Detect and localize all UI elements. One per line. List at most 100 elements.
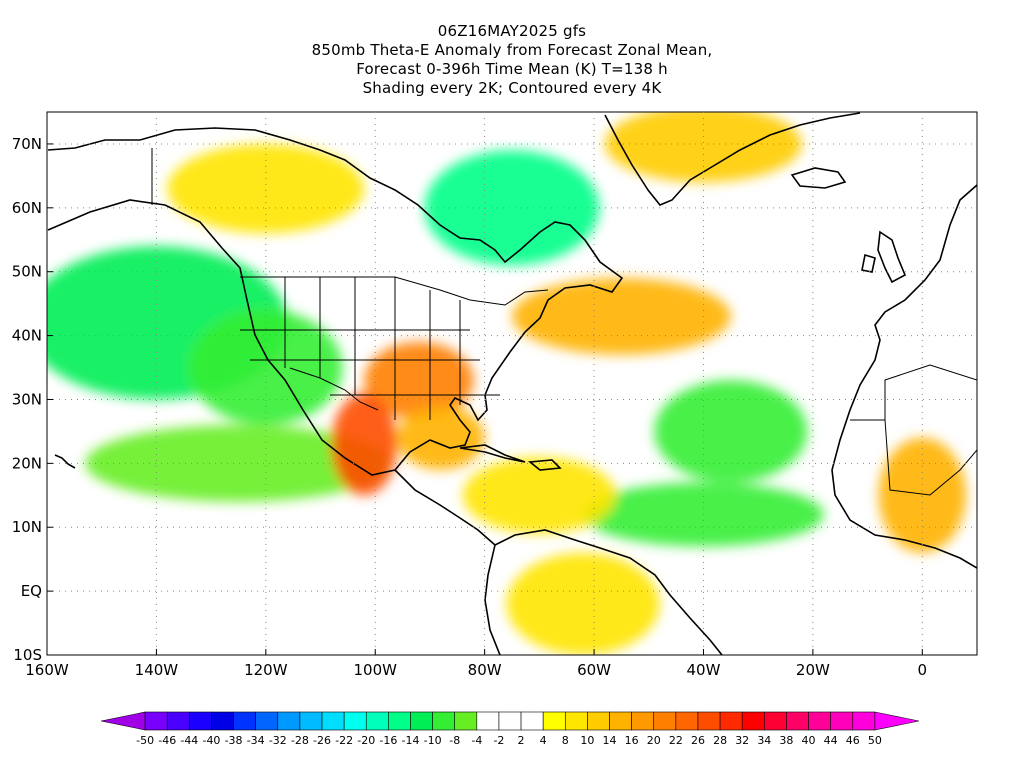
colorbar-swatch — [388, 711, 411, 731]
lon-tick-label: 160W — [25, 661, 69, 679]
lon-tick-label: 60W — [577, 661, 611, 679]
colorbar-label: 44 — [824, 734, 838, 747]
us-mexico-border — [289, 367, 379, 411]
anomaly-region-4 — [167, 143, 365, 234]
colorbar-swatch — [410, 711, 433, 731]
colorbar-swatch — [764, 711, 787, 731]
colorbar-label: 28 — [713, 734, 727, 747]
anomaly-region-3 — [424, 150, 600, 266]
colorbar-label: -28 — [291, 734, 309, 747]
lon-tick-label: 140W — [135, 661, 179, 679]
lat-tick-label: 10N — [12, 518, 42, 536]
greenland-coastline — [604, 112, 861, 206]
us-canada-border — [240, 276, 549, 306]
colorbar-swatch — [564, 711, 588, 731]
colorbar-swatch — [587, 711, 610, 731]
colorbar-label: -40 — [202, 734, 220, 747]
europe-africa-coastline — [831, 184, 977, 569]
colorbar-swatch — [321, 711, 345, 731]
colorbar-label: 2 — [518, 734, 525, 747]
anomaly-field — [47, 112, 967, 655]
colorbar-label: 20 — [647, 734, 661, 747]
colorbar-label: 8 — [562, 734, 569, 747]
colorbar-label: -50 — [136, 734, 154, 747]
colorbar-label: -2 — [493, 734, 504, 747]
colorbar-label: 22 — [669, 734, 683, 747]
anomaly-region-13 — [506, 552, 660, 655]
anomaly-region-6 — [331, 393, 398, 496]
colorbar-swatch — [609, 711, 632, 731]
north-america-coastline — [47, 127, 624, 476]
field-title: 850mb Theta-E Anomaly from Forecast Zona… — [311, 41, 713, 59]
anomaly-region-7 — [397, 405, 485, 470]
colorbar-label: -16 — [379, 734, 397, 747]
colorbar-swatch — [852, 711, 876, 731]
graticule — [47, 112, 977, 655]
colorbar-label: 16 — [625, 734, 639, 747]
colorbar-swatch — [874, 711, 920, 731]
colorbar-swatch — [233, 711, 256, 731]
map-frame — [46, 111, 978, 656]
colorbar-label: 26 — [691, 734, 705, 747]
africa-borders — [850, 364, 977, 496]
run-time-title: 06Z16MAY2025 gfs — [437, 22, 587, 40]
lat-tick-label: EQ — [21, 582, 42, 600]
colorbar-swatch — [808, 711, 831, 731]
lat-tick-label: 40N — [12, 327, 42, 345]
colorbar-label: 38 — [779, 734, 793, 747]
colorbar-label: 14 — [603, 734, 617, 747]
colorbar-label: -10 — [424, 734, 442, 747]
colorbar-swatch — [343, 711, 367, 731]
anomaly-region-2 — [85, 425, 392, 502]
colorbar-swatch — [653, 711, 677, 731]
colorbar-label: 4 — [540, 734, 547, 747]
colorbar-swatch — [166, 711, 190, 731]
colorbar-label: 50 — [868, 734, 882, 747]
lon-tick-label: 100W — [354, 661, 398, 679]
colorbar-swatch — [631, 711, 655, 731]
colorbar-label: -14 — [402, 734, 420, 747]
colorbar-swatch — [741, 711, 765, 731]
colorbar-swatch — [454, 711, 478, 731]
colorbar-swatch — [675, 711, 699, 731]
colorbar-label: -34 — [247, 734, 265, 747]
colorbar-swatch — [255, 711, 279, 731]
shading-title: Shading every 2K; Contoured every 4K — [362, 79, 662, 97]
colorbar-label: -26 — [313, 734, 331, 747]
colorbar-label: -4 — [471, 734, 482, 747]
colorbar-label: -8 — [449, 734, 460, 747]
colorbar-label: -20 — [357, 734, 375, 747]
political-borders — [151, 148, 977, 496]
colorbar-swatch — [697, 711, 721, 731]
map-axes: 160W 140W 120W 100W 80W 60W 40W 20W 0 70N 60N 50N 40… — [12, 135, 927, 679]
forecast-title: Forecast 0-396h Time Mean (K) T=138 h — [356, 60, 668, 78]
us-state-borders — [151, 148, 500, 420]
colorbar-swatch — [144, 711, 168, 731]
colorbar-label: -22 — [335, 734, 353, 747]
iceland-coastline — [790, 167, 847, 189]
anomaly-region-14 — [878, 437, 967, 553]
colorbar-label: -38 — [225, 734, 243, 747]
colorbar-label: -46 — [158, 734, 176, 747]
lon-tick-label: 20W — [796, 661, 830, 679]
lat-tick-label: 30N — [12, 390, 42, 408]
title-block: 06Z16MAY2025 gfs 850mb Theta-E Anomaly f… — [0, 22, 1024, 98]
colorbar-swatch — [100, 711, 146, 731]
colorbar-swatch — [189, 711, 212, 731]
colorbar-label: 32 — [735, 734, 749, 747]
lat-tick-label: 50N — [12, 263, 42, 281]
lat-tick-label: 10S — [13, 646, 42, 664]
colorbar-swatch — [719, 711, 743, 731]
british-isles-coastline — [861, 230, 907, 284]
lon-tick-label: 40W — [687, 661, 721, 679]
anomaly-region-15 — [867, 226, 956, 355]
anomaly-region-5 — [364, 341, 474, 419]
colorbar-swatch — [786, 711, 809, 731]
lon-tick-label: 0 — [918, 661, 928, 679]
hispaniola-coastline — [527, 459, 562, 471]
central-america-coastline — [394, 469, 496, 546]
colorbar-swatch — [432, 711, 456, 731]
colorbar-label: 46 — [846, 734, 860, 747]
coastlines — [47, 112, 977, 655]
